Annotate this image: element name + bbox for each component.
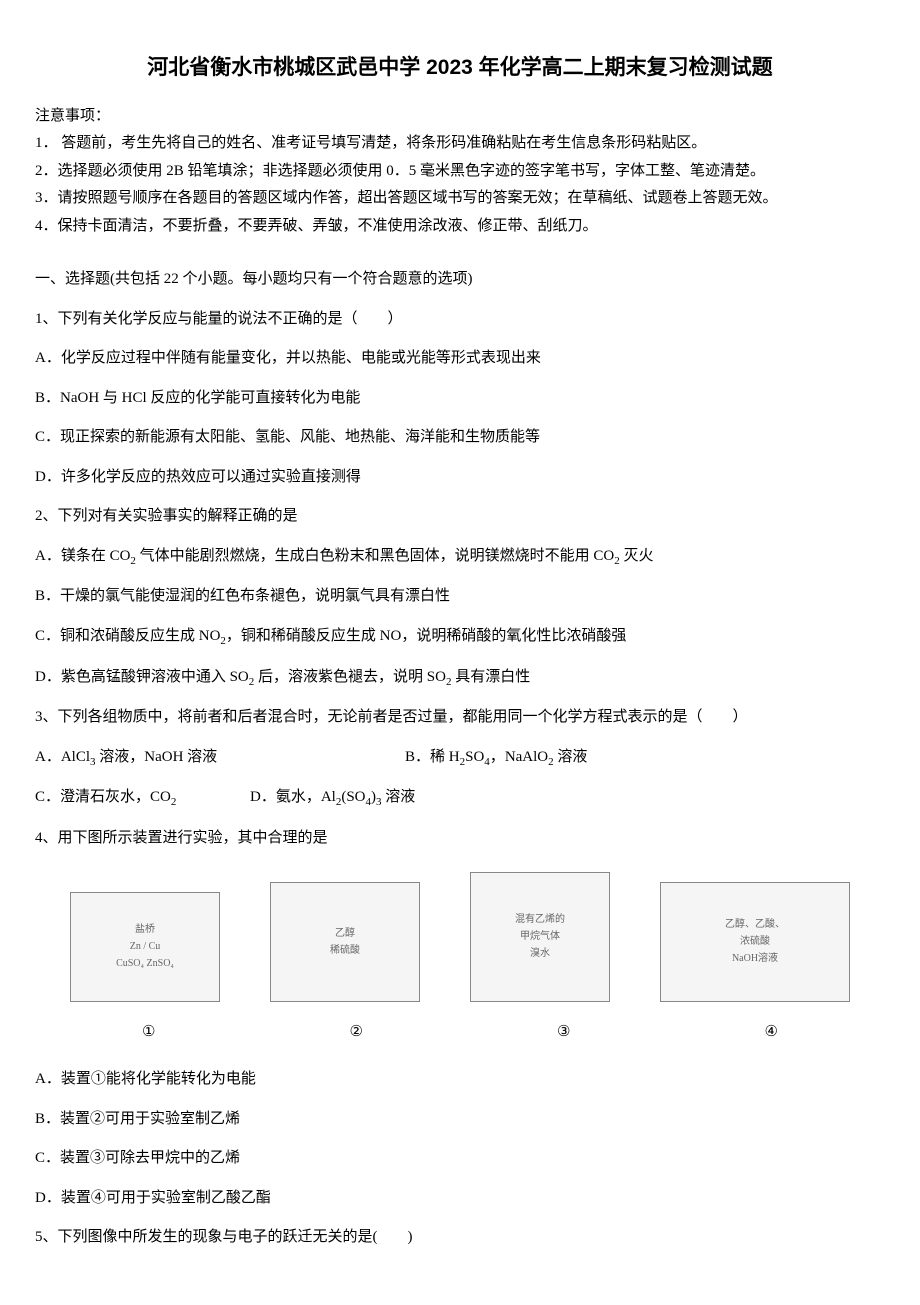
q3-b-chem3: NaAlO xyxy=(505,749,548,765)
q2-d-tail: 具有漂白性 xyxy=(451,669,530,685)
fig-label-2: ② xyxy=(253,1020,461,1046)
fig4-top: 乙醇、乙酸、 浓硫酸 xyxy=(725,919,785,947)
q3-b-chem2: SO xyxy=(465,749,484,765)
fig-1-desc: 盐桥 Zn / Cu CuSO₄ ZnSO₄ xyxy=(116,921,174,972)
q2-c-mid: ，铜和稀硝酸反应生成 NO，说明稀硝酸的氧化性比浓硝酸强 xyxy=(226,628,626,644)
notice-item-4: 4．保持卡面清洁，不要折叠，不要弄破、弄皱，不准使用涂改液、修正带、刮纸刀。 xyxy=(35,214,885,240)
q2-d-mid: 后，溶液紫色褪去，说明 SO xyxy=(254,669,446,685)
q1-option-c: C．现正探索的新能源有太阳能、氢能、风能、地热能、海洋能和生物质能等 xyxy=(35,425,885,451)
fig3-bot: 溴水 xyxy=(530,948,550,959)
q3-a-pre: A． xyxy=(35,749,61,765)
fig-2-image: 乙醇 稀硫酸 xyxy=(270,882,420,1002)
notice-heading: 注意事项： xyxy=(35,104,885,130)
fig1-cu: Cu xyxy=(149,941,161,952)
fig-1: 盐桥 Zn / Cu CuSO₄ ZnSO₄ xyxy=(70,892,220,1002)
q4-option-c: C．装置③可除去甲烷中的乙烯 xyxy=(35,1146,885,1172)
fig-1-image: 盐桥 Zn / Cu CuSO₄ ZnSO₄ xyxy=(70,892,220,1002)
q2-a-pre: A．镁条在 CO xyxy=(35,548,130,564)
fig3-top: 混有乙烯的 甲烷气体 xyxy=(515,914,565,942)
fig1-cuso4: CuSO₄ xyxy=(116,958,144,969)
q4-figure-labels: ① ② ③ ④ xyxy=(35,1020,885,1046)
q3-b-post: 溶液 xyxy=(554,749,588,765)
q4-option-d: D．装置④可用于实验室制乙酸乙酯 xyxy=(35,1186,885,1212)
q2-option-b: B．干燥的氯气能使湿润的红色布条褪色，说明氯气具有漂白性 xyxy=(35,584,885,610)
fig-label-4: ④ xyxy=(668,1020,876,1046)
fig-2-desc: 乙醇 稀硫酸 xyxy=(330,925,360,959)
q1-stem: 1、下列有关化学反应与能量的说法不正确的是（ ） xyxy=(35,307,885,333)
fig-label-3: ③ xyxy=(460,1020,668,1046)
q2-d-pre: D．紫色高锰酸钾溶液中通入 SO xyxy=(35,669,249,685)
q3-a-post: 溶液，NaOH 溶液 xyxy=(96,749,218,765)
q1-option-d: D．许多化学反应的热效应可以通过实验直接测得 xyxy=(35,465,885,491)
q3-option-b: B．稀 H2SO4，NaAlO2 溶液 xyxy=(405,745,885,772)
fig-4-image: 乙醇、乙酸、 浓硫酸 NaOH溶液 xyxy=(660,882,850,1002)
q2-stem: 2、下列对有关实验事实的解释正确的是 xyxy=(35,504,885,530)
q4-figures: 盐桥 Zn / Cu CuSO₄ ZnSO₄ 乙醇 稀硫酸 混有乙烯的 甲烷气体… xyxy=(35,872,885,1002)
q1-option-b: B．NaOH 与 HCl 反应的化学能可直接转化为电能 xyxy=(35,386,885,412)
q3-d-chem1: Al xyxy=(321,789,336,805)
q3-b-mid: ， xyxy=(490,749,505,765)
q3-c-chem: CO xyxy=(150,789,171,805)
q4-option-b: B．装置②可用于实验室制乙烯 xyxy=(35,1107,885,1133)
q3-b-pre: B．稀 xyxy=(405,749,449,765)
q2-a-post: 气体中能剧烈燃烧，生成白色粉末和黑色固体，说明镁燃烧时不能用 CO xyxy=(136,548,614,564)
q3-b-chem1: H xyxy=(449,749,460,765)
fig-2: 乙醇 稀硫酸 xyxy=(270,882,420,1002)
section-1-heading: 一、选择题(共包括 22 个小题。每小题均只有一个符合题意的选项) xyxy=(35,267,885,293)
fig-3-desc: 混有乙烯的 甲烷气体 溴水 xyxy=(515,911,565,962)
fig-4: 乙醇、乙酸、 浓硫酸 NaOH溶液 xyxy=(660,882,850,1002)
q1-option-a: A．化学反应过程中伴随有能量变化，并以热能、电能或光能等形式表现出来 xyxy=(35,346,885,372)
fig1-znso4: ZnSO₄ xyxy=(147,958,174,969)
notice-item-2: 2．选择题必须使用 2B 铅笔填涂；非选择题必须使用 0．5 毫米黑色字迹的签字… xyxy=(35,159,885,185)
fig-4-desc: 乙醇、乙酸、 浓硫酸 NaOH溶液 xyxy=(725,916,785,967)
notice-item-3: 3．请按照题号顺序在各题目的答题区域内作答，超出答题区域书写的答案无效；在草稿纸… xyxy=(35,186,885,212)
q3-row-ab: A．AlCl3 溶液，NaOH 溶液 B．稀 H2SO4，NaAlO2 溶液 xyxy=(35,745,885,772)
sub-2: 2 xyxy=(171,796,177,808)
q2-c-pre: C．铜和浓硝酸反应生成 NO xyxy=(35,628,220,644)
q3-stem: 3、下列各组物质中，将前者和后者混合时，无论前者是否过量，都能用同一个化学方程式… xyxy=(35,705,885,731)
fig4-right: NaOH溶液 xyxy=(732,953,778,964)
q3-row-cd: C．澄清石灰水，CO2 D．氨水，Al2(SO4)3 溶液 xyxy=(35,785,885,812)
notice-item-1: 1． 答题前，考生先将自己的姓名、准考证号填写清楚，将条形码准确粘贴在考生信息条… xyxy=(35,131,885,157)
q3-d-post: 溶液 xyxy=(382,789,416,805)
q3-option-c: C．澄清石灰水，CO2 xyxy=(35,785,250,812)
q2-a-tail: 灭火 xyxy=(620,548,654,564)
q3-d-pre: D．氨水， xyxy=(250,789,321,805)
fig-3-image: 混有乙烯的 甲烷气体 溴水 xyxy=(470,872,610,1002)
q2-option-d: D．紫色高锰酸钾溶液中通入 SO2 后，溶液紫色褪去，说明 SO2 具有漂白性 xyxy=(35,665,885,692)
fig1-top: 盐桥 xyxy=(135,924,155,935)
fig-3: 混有乙烯的 甲烷气体 溴水 xyxy=(470,872,610,1002)
page-title: 河北省衡水市桃城区武邑中学 2023 年化学高二上期末复习检测试题 xyxy=(35,50,885,86)
q3-option-d: D．氨水，Al2(SO4)3 溶液 xyxy=(250,785,885,812)
q4-stem: 4、用下图所示装置进行实验，其中合理的是 xyxy=(35,826,885,852)
q2-option-c: C．铜和浓硝酸反应生成 NO2，铜和稀硝酸反应生成 NO，说明稀硝酸的氧化性比浓… xyxy=(35,624,885,651)
q5-stem: 5、下列图像中所发生的现象与电子的跃迁无关的是( ) xyxy=(35,1225,885,1251)
q3-d-chem2: (SO xyxy=(341,789,365,805)
q3-a-chem: AlCl xyxy=(61,749,90,765)
q4-option-a: A．装置①能将化学能转化为电能 xyxy=(35,1067,885,1093)
q3-c-pre: C．澄清石灰水， xyxy=(35,789,150,805)
q3-option-a: A．AlCl3 溶液，NaOH 溶液 xyxy=(35,745,405,772)
q2-option-a: A．镁条在 CO2 气体中能剧烈燃烧，生成白色粉末和黑色固体，说明镁燃烧时不能用… xyxy=(35,544,885,571)
fig1-zn: Zn xyxy=(130,941,141,952)
fig-label-1: ① xyxy=(45,1020,253,1046)
